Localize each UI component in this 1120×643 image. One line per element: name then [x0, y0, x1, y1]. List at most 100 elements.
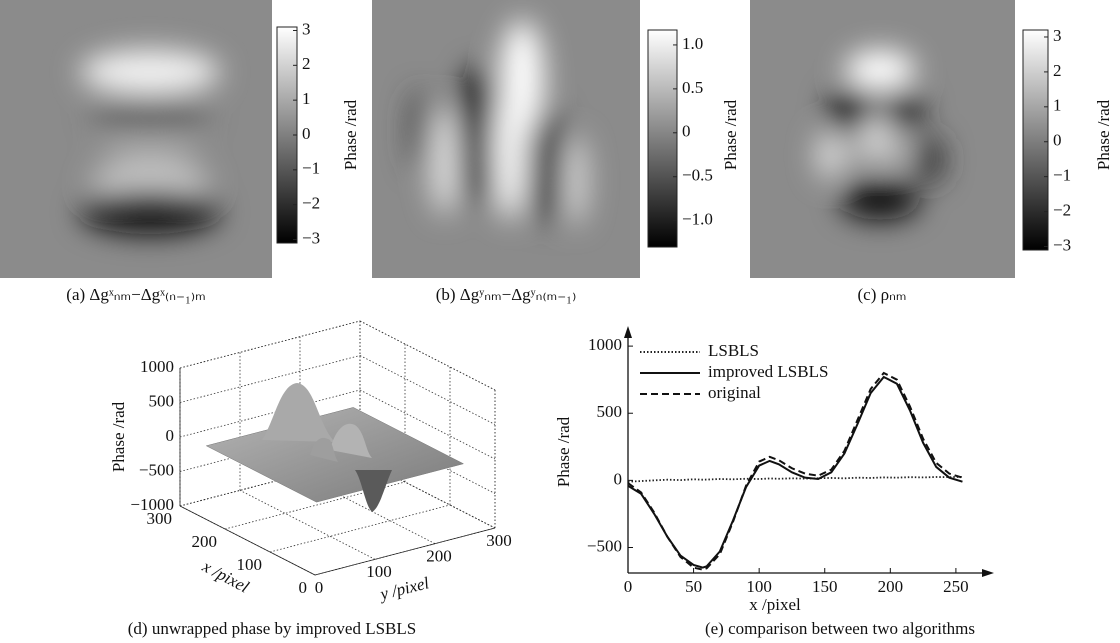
y-tick-label: 300 [486, 531, 512, 550]
x-axis-arrow [982, 569, 994, 577]
legend-label: improved LSBLS [708, 362, 828, 381]
colorbar-tick-label: 0 [302, 124, 311, 143]
x-tick-label: 100 [237, 555, 263, 574]
colorbar-tick-label: 2 [302, 54, 311, 73]
y-axis-label: Phase /rad [554, 416, 573, 487]
heatmap-blob [430, 105, 460, 215]
y-tick-label: 1000 [588, 335, 622, 354]
heatmap-blob [90, 103, 210, 127]
colorbar-tick-label: −3 [1053, 235, 1071, 254]
heatmap-blob [100, 136, 200, 164]
heatmap-blob [816, 131, 844, 179]
heatmap-blob [861, 120, 889, 140]
series-line [627, 375, 963, 569]
x-tick-label: 250 [943, 577, 969, 596]
heatmap-blob [80, 50, 220, 94]
x-tick-label: 100 [746, 577, 772, 596]
x-tick-label: 0 [299, 578, 308, 597]
x-axis-label: x /pixel [749, 595, 801, 614]
heatmap-blob [410, 90, 430, 170]
x-tick-label: 0 [624, 577, 633, 596]
colorbar-tick-label: 0 [682, 122, 691, 141]
grid-line [239, 489, 376, 560]
series-line [627, 371, 963, 571]
heatmap-blob [563, 135, 587, 225]
colorbar-tick-label: −1.0 [682, 210, 713, 229]
grid-line [269, 504, 451, 553]
heatmap-features [80, 50, 220, 234]
z-tick-label: 500 [149, 391, 175, 410]
colorbar-tick-label: −3 [302, 228, 320, 247]
panel-caption: (a) Δgˣₙₘ−Δgˣ₍ₙ₋₁₎ₘ [66, 285, 205, 304]
colorbar-tick-label: 1 [1053, 96, 1062, 115]
panel-caption: (b) Δgʸₙₘ−Δgʸₙ₍ₘ₋₁₎ [436, 285, 577, 304]
heatmap-blob [845, 50, 915, 90]
heatmap-blur [816, 50, 944, 220]
y-axis [314, 527, 496, 576]
colorbar-tick-label: 3 [1053, 26, 1062, 45]
heatmap-blob [90, 166, 210, 198]
heatmap-features [816, 50, 944, 220]
grid-line [359, 320, 496, 391]
colorbar-tick-label: 0 [1053, 131, 1062, 150]
grid-line [179, 389, 361, 438]
x-axis [179, 505, 316, 576]
z-tick-label: −1000 [130, 495, 174, 514]
surface-peak [262, 383, 335, 442]
y-tick-label: 500 [597, 402, 623, 421]
y-axis-arrow [624, 326, 632, 338]
x-tick-label: 200 [192, 532, 218, 551]
box-edge [359, 320, 496, 391]
heatmap-blob [828, 88, 872, 132]
y-tick-label: −500 [587, 536, 622, 555]
heatmap-blob [492, 80, 528, 220]
colorbar-tick-label: 3 [302, 19, 311, 38]
x-tick-label: 50 [685, 577, 702, 596]
grid-line [179, 320, 361, 369]
heatmap-blob [885, 92, 925, 128]
z-axis-label: Phase /rad [109, 401, 128, 472]
colorbar-label: Phase /rad [1094, 99, 1113, 170]
colorbar-label: Phase /rad [721, 99, 740, 170]
colorbar-tick-label: 1.0 [682, 34, 703, 53]
surface-peak [310, 437, 338, 462]
y-tick-label: 0 [614, 469, 623, 488]
heatmap-features [410, 20, 587, 225]
panel-caption: (e) comparison between two algorithms [705, 619, 975, 638]
y-tick-label: 0 [315, 578, 324, 597]
series-line [627, 475, 963, 483]
heatmap-blob [532, 105, 564, 225]
x-tick-label: 300 [147, 509, 173, 528]
x-tick-label: 200 [878, 577, 904, 596]
z-tick-label: 1000 [140, 357, 174, 376]
heatmap-blob [840, 180, 920, 220]
colorbar-tick-label: −2 [1053, 200, 1071, 219]
z-tick-label: 0 [166, 426, 175, 445]
colorbar-tick-label: 2 [1053, 61, 1062, 80]
heatmap-blob [850, 134, 910, 166]
heatmap-blob [80, 190, 220, 234]
panel-caption: (d) unwrapped phase by improved LSBLS [128, 619, 416, 638]
colorbar-tick-label: −1 [1053, 166, 1071, 185]
colorbar-tick-label: 1 [302, 89, 311, 108]
legend-label: LSBLS [708, 341, 759, 360]
legend-label: original [708, 383, 761, 402]
colorbar-label: Phase /rad [341, 99, 360, 170]
heatmap-blob [916, 136, 944, 184]
x-tick-label: 150 [812, 577, 838, 596]
heatmap-blur [80, 50, 220, 234]
surface-peak [330, 423, 372, 458]
y-tick-label: 200 [426, 547, 452, 566]
colorbar-tick-label: 0.5 [682, 78, 703, 97]
heatmap-blur [410, 20, 587, 225]
colorbar-tick-label: −2 [302, 194, 320, 213]
grid-line [359, 389, 496, 460]
grid-line [179, 355, 361, 403]
z-tick-label: −500 [139, 460, 174, 479]
surface-trough [355, 470, 392, 512]
panel-caption: (c) ρₙₘ [858, 285, 907, 304]
grid-line [359, 355, 496, 425]
y-tick-label: 100 [366, 562, 392, 581]
